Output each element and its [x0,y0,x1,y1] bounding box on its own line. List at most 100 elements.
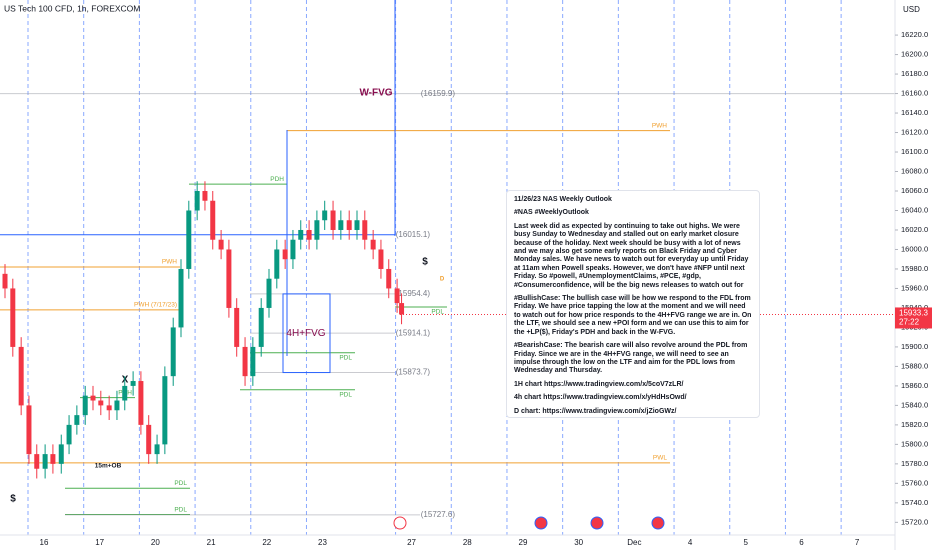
x-tick-label: 20 [151,538,160,547]
candle-body [130,381,136,386]
y-tick-label: 16040.0 [901,205,928,214]
candle-body [386,268,392,289]
candle [346,210,352,240]
candle [386,259,392,299]
candle-body [250,346,256,377]
event-icon[interactable] [590,516,604,530]
chart-label: W-FVG [359,88,392,99]
candle [266,268,272,318]
candle [338,210,344,240]
candle [330,200,336,240]
price-axis-bg [895,0,932,550]
level-label: PDL [339,354,352,361]
level-label: PWL [653,455,667,462]
y-tick-label: 15820.0 [901,420,928,429]
candle-body [146,424,152,455]
level-label: (15873.7) [396,368,431,377]
candle-body [34,454,40,469]
candle-body [18,346,24,406]
candle-body [346,220,352,230]
chart-label: D [440,277,445,283]
level-label: PWH [162,259,177,266]
candle [74,405,80,435]
candle-body [178,268,184,328]
y-tick-label: 15940.0 [901,303,928,312]
text-note[interactable]: 11/26/23 NAS Weekly Outlook #NAS #WeeklyO… [506,190,760,418]
level-label: (15914.1) [396,328,431,337]
event-icon[interactable] [393,516,407,530]
candle-body [234,307,240,347]
candle [122,376,128,411]
candle [242,337,248,386]
level-label: PDH [270,176,284,183]
event-icon[interactable] [534,516,548,530]
candle [298,220,304,250]
y-tick-label: 15860.0 [901,381,928,390]
candle-body [394,288,400,304]
candle [114,390,120,421]
candle [106,395,112,421]
candle [154,434,160,464]
y-tick-label: 16140.0 [901,108,928,117]
x-tick-label: 29 [519,538,528,547]
candle [58,434,64,474]
y-tick-label: 15980.0 [901,264,928,273]
x-tick-label: 23 [318,538,327,547]
x-tick-label: 27 [407,538,416,547]
level-label: PDL [174,480,187,487]
candle [234,298,240,357]
note-paragraph: Last week did as expected by continuing … [514,222,749,289]
candle [290,229,296,269]
y-tick-label: 16220.0 [901,30,928,39]
candle [394,278,400,313]
candle [66,415,72,455]
y-tick-label: 16000.0 [901,244,928,253]
note-paragraph: #BullishCase: The bullish case will be h… [514,295,752,336]
candle-body [370,239,376,250]
x-tick-label: 5 [744,538,749,547]
candle-body [194,191,200,211]
x-tick-label: Dec [627,538,641,547]
candle-body [218,239,224,250]
note-paragraph: 1H chart https://www.tradingview.com/x/5… [514,380,684,388]
y-tick-label: 16120.0 [901,128,928,137]
candle [162,366,168,455]
candle-body [98,400,104,406]
candle-body [170,327,176,377]
candle-body [162,376,168,445]
candle-body [82,395,88,416]
x-tick-label: 22 [262,538,271,547]
event-icon[interactable] [651,516,665,530]
candle-body [138,381,144,425]
currency: USD [903,5,920,14]
candle [10,278,16,357]
y-tick-label: 16160.0 [901,89,928,98]
countdown: 27:22 [899,318,920,327]
candle [274,239,280,289]
candle-body [2,273,8,289]
candle-body [154,444,160,455]
fvg-label: 4H+FVG [286,328,325,339]
candle-body [226,249,232,308]
candle [186,200,192,279]
symbol-title: US Tech 100 CFD, 1h, FOREXCOM [4,3,140,13]
y-tick-label: 15880.0 [901,361,928,370]
candle-body [338,220,344,230]
y-tick-label: 16180.0 [901,69,928,78]
candle [306,220,312,250]
candle-body [242,346,248,377]
x-tick-label: 7 [855,538,860,547]
candle [90,385,96,411]
candle [138,371,144,435]
x-tick-label: 21 [207,538,216,547]
candle-body [106,405,112,411]
y-tick-label: 15840.0 [901,400,928,409]
candle [314,210,320,250]
y-tick-label: 15960.0 [901,283,928,292]
candle-body [290,239,296,260]
candle [226,239,232,318]
candle [50,444,56,474]
candle [370,229,376,260]
candle [202,181,208,211]
candle-body [362,220,368,240]
